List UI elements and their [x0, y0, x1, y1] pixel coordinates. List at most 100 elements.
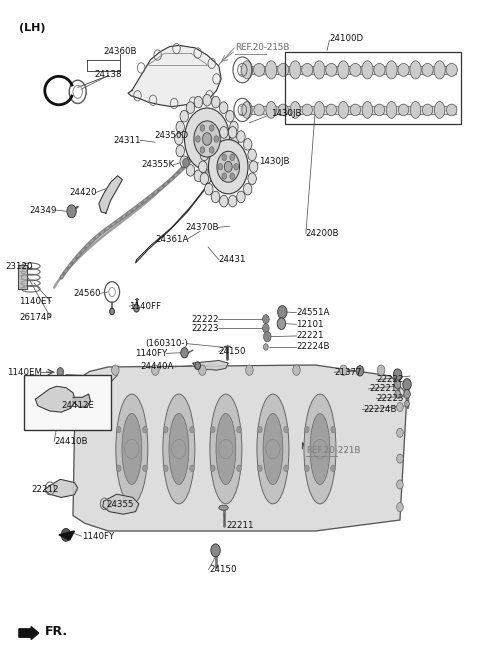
Circle shape — [219, 165, 228, 176]
Circle shape — [199, 161, 207, 173]
Text: 12101: 12101 — [297, 320, 324, 329]
Text: 22223: 22223 — [376, 394, 404, 403]
Ellipse shape — [253, 63, 265, 76]
Ellipse shape — [310, 413, 330, 484]
Ellipse shape — [314, 101, 324, 119]
Circle shape — [331, 465, 336, 472]
Text: 22221: 22221 — [370, 384, 397, 393]
Ellipse shape — [350, 63, 361, 76]
Text: 1140EM: 1140EM — [7, 368, 42, 377]
Circle shape — [396, 480, 403, 489]
Ellipse shape — [422, 104, 433, 116]
Circle shape — [243, 183, 252, 195]
Circle shape — [222, 154, 227, 161]
Circle shape — [304, 426, 309, 433]
Circle shape — [257, 426, 262, 433]
Circle shape — [203, 94, 211, 106]
Text: 21377: 21377 — [334, 368, 361, 377]
Text: 22224B: 22224B — [363, 405, 397, 414]
Ellipse shape — [398, 63, 409, 76]
Ellipse shape — [374, 63, 385, 76]
Circle shape — [116, 426, 121, 433]
Polygon shape — [73, 394, 90, 407]
Circle shape — [181, 347, 188, 358]
Circle shape — [195, 136, 200, 142]
Text: 26174P: 26174P — [19, 314, 52, 322]
Ellipse shape — [374, 104, 384, 116]
Circle shape — [210, 465, 215, 472]
Circle shape — [405, 401, 409, 407]
Text: 24349: 24349 — [29, 206, 57, 215]
Ellipse shape — [446, 63, 457, 76]
Circle shape — [194, 170, 203, 182]
Ellipse shape — [302, 104, 312, 116]
Polygon shape — [193, 360, 228, 370]
Text: 22211: 22211 — [226, 521, 253, 530]
Circle shape — [277, 318, 286, 330]
Circle shape — [396, 403, 403, 411]
Circle shape — [219, 102, 228, 113]
Circle shape — [176, 145, 184, 157]
Ellipse shape — [216, 413, 236, 484]
Ellipse shape — [422, 63, 433, 76]
Circle shape — [190, 426, 194, 433]
Ellipse shape — [446, 104, 457, 116]
Circle shape — [199, 365, 206, 376]
Circle shape — [237, 191, 245, 203]
Circle shape — [182, 158, 189, 167]
Ellipse shape — [410, 61, 421, 79]
Circle shape — [200, 149, 209, 161]
Text: 24431: 24431 — [219, 255, 246, 264]
Ellipse shape — [219, 505, 228, 510]
Circle shape — [404, 389, 410, 399]
Circle shape — [264, 331, 271, 342]
Text: 22222: 22222 — [376, 376, 404, 384]
Circle shape — [203, 172, 211, 184]
Circle shape — [396, 503, 403, 511]
Circle shape — [226, 111, 234, 122]
Circle shape — [293, 365, 300, 376]
Ellipse shape — [242, 101, 252, 119]
Circle shape — [304, 465, 309, 472]
Text: REF.20-221B: REF.20-221B — [306, 445, 360, 455]
Circle shape — [212, 96, 220, 108]
Ellipse shape — [301, 63, 313, 76]
Ellipse shape — [254, 104, 264, 116]
Polygon shape — [59, 531, 74, 540]
Circle shape — [200, 173, 209, 185]
Circle shape — [200, 147, 205, 153]
Ellipse shape — [386, 101, 396, 119]
Circle shape — [218, 163, 223, 170]
Text: (160310-): (160310-) — [145, 339, 188, 348]
Text: 24150: 24150 — [209, 565, 237, 574]
Circle shape — [331, 426, 336, 433]
Polygon shape — [128, 45, 221, 107]
Circle shape — [340, 365, 347, 376]
Text: 24551A: 24551A — [297, 308, 330, 317]
Circle shape — [186, 165, 195, 176]
Circle shape — [284, 426, 288, 433]
Text: 1140ET: 1140ET — [19, 297, 52, 306]
Circle shape — [356, 366, 364, 376]
Circle shape — [224, 161, 232, 172]
Circle shape — [226, 156, 234, 167]
Circle shape — [211, 544, 220, 557]
Ellipse shape — [289, 61, 301, 79]
Polygon shape — [135, 176, 212, 263]
Ellipse shape — [263, 413, 283, 484]
Circle shape — [203, 132, 212, 146]
Text: 24361A: 24361A — [155, 235, 188, 244]
Circle shape — [230, 121, 238, 133]
Text: REF.20-215B: REF.20-215B — [235, 43, 289, 53]
Text: 24311: 24311 — [114, 136, 141, 145]
Circle shape — [186, 102, 195, 113]
Circle shape — [219, 127, 228, 138]
Ellipse shape — [398, 104, 408, 116]
Ellipse shape — [169, 413, 189, 484]
Circle shape — [194, 121, 220, 157]
Ellipse shape — [326, 104, 336, 116]
Text: (LH): (LH) — [19, 22, 46, 33]
Circle shape — [394, 380, 401, 389]
Circle shape — [176, 121, 184, 133]
Ellipse shape — [116, 394, 148, 504]
